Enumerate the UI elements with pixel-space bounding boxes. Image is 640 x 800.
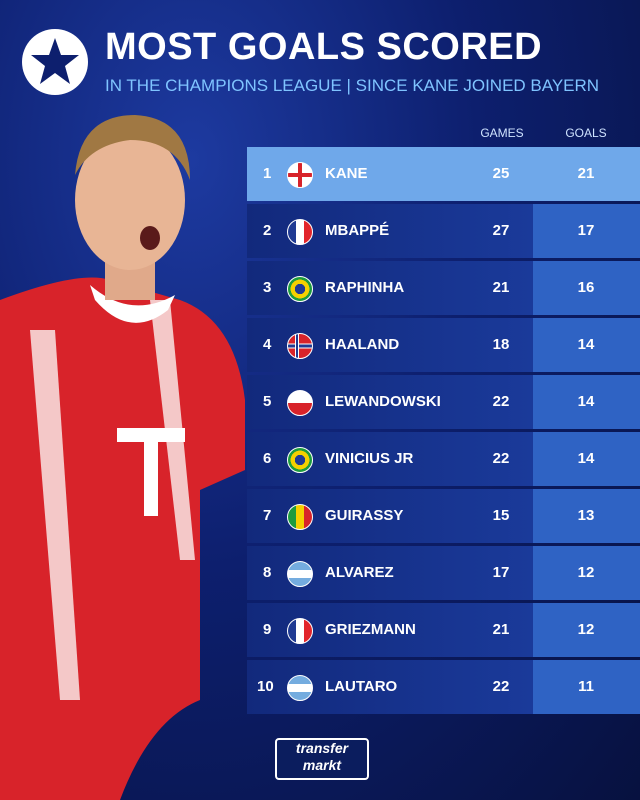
table-row: 3 RAPHINHA 21 16 — [247, 261, 640, 315]
flag-icon — [287, 447, 313, 473]
logo: transfer markt — [275, 738, 369, 780]
player-name: MBAPPÉ — [325, 222, 390, 239]
rank: 9 — [263, 621, 272, 638]
goals: 17 — [577, 222, 595, 239]
goals: 12 — [577, 564, 595, 581]
column-header: GAMES — [480, 126, 524, 140]
flag-icon — [287, 561, 313, 587]
games: 15 — [492, 507, 510, 524]
player-name: VINICIUS JR — [325, 450, 414, 467]
games: 21 — [492, 279, 510, 296]
table-row: 10 LAUTARO 22 11 — [247, 660, 640, 714]
rank: 10 — [257, 678, 274, 695]
flag-icon — [287, 162, 313, 188]
goals: 12 — [577, 621, 595, 638]
flag-icon — [287, 675, 313, 701]
title: MOST GOALS SCORED — [105, 26, 543, 68]
games: 25 — [492, 165, 510, 182]
goals-cell-background — [533, 489, 640, 543]
rank: 4 — [263, 336, 272, 353]
flag-icon — [287, 219, 313, 245]
goals: 21 — [577, 165, 595, 182]
flag-icon — [287, 390, 313, 416]
flag-icon — [287, 333, 313, 359]
player-name: GUIRASSY — [325, 507, 404, 524]
games: 22 — [492, 450, 510, 467]
player-name: GRIEZMANN — [325, 621, 416, 638]
games: 27 — [492, 222, 510, 239]
table-row: 8 ALVAREZ 17 12 — [247, 546, 640, 600]
goals-cell-background — [533, 603, 640, 657]
goals: 14 — [577, 393, 595, 410]
games: 17 — [492, 564, 510, 581]
table-row: 7 GUIRASSY 15 13 — [247, 489, 640, 543]
goals-cell-background — [533, 432, 640, 486]
rank: 1 — [263, 165, 272, 182]
goals-cell-background — [533, 375, 640, 429]
goals: 11 — [578, 678, 594, 695]
player-name: LEWANDOWSKI — [325, 393, 441, 410]
rank: 6 — [263, 450, 272, 467]
games: 22 — [492, 393, 510, 410]
games: 18 — [492, 336, 510, 353]
table-row: 6 VINICIUS JR 22 14 — [247, 432, 640, 486]
goals-cell-background — [533, 660, 640, 714]
goals-cell-background — [533, 147, 640, 201]
player-name: RAPHINHA — [325, 279, 405, 296]
rank: 7 — [263, 507, 272, 524]
goals-cell-background — [533, 546, 640, 600]
goals-cell-background — [533, 204, 640, 258]
table-row: 5 LEWANDOWSKI 22 14 — [247, 375, 640, 429]
logo-text: transfer — [295, 740, 349, 756]
table-row: 1 KANE 25 21 — [247, 147, 640, 201]
rank: 2 — [263, 222, 272, 239]
goals: 13 — [577, 507, 595, 524]
flag-icon — [287, 504, 313, 530]
goals-cell-background — [533, 261, 640, 315]
player-name: LAUTARO — [325, 678, 398, 695]
player-name: ALVAREZ — [325, 564, 394, 581]
goals: 16 — [577, 279, 595, 296]
rank: 5 — [263, 393, 272, 410]
player-name: KANE — [325, 165, 368, 182]
rank: 8 — [263, 564, 272, 581]
column-header: GOALS — [565, 126, 607, 140]
goals: 14 — [577, 336, 595, 353]
goals-cell-background — [533, 318, 640, 372]
table-row: 4 HAALAND 18 14 — [247, 318, 640, 372]
table-row: 2 MBAPPÉ 27 17 — [247, 204, 640, 258]
rank: 3 — [263, 279, 272, 296]
flag-icon — [287, 276, 313, 302]
games: 21 — [492, 621, 510, 638]
goals: 14 — [577, 450, 595, 467]
logo-text: markt — [302, 757, 342, 773]
flag-icon — [287, 618, 313, 644]
player-name: HAALAND — [325, 336, 400, 353]
subtitle: IN THE CHAMPIONS LEAGUE | SINCE KANE JOI… — [105, 76, 600, 95]
games: 22 — [492, 678, 510, 695]
table-row: 9 GRIEZMANN 21 12 — [247, 603, 640, 657]
